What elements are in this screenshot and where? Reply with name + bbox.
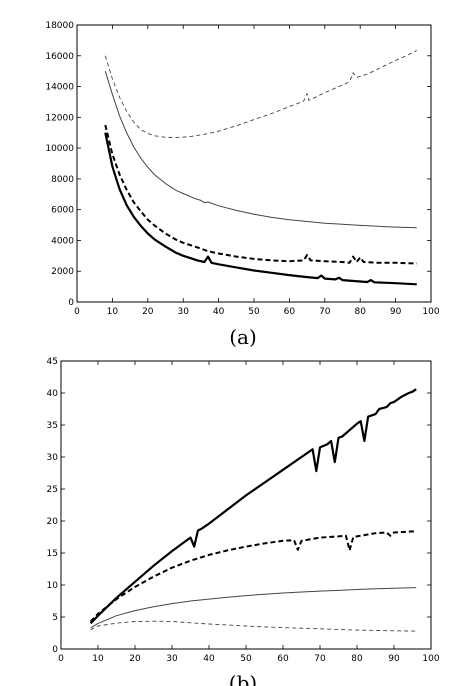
series-line-thin-dashed xyxy=(104,49,418,139)
y-tick-label: 0 xyxy=(68,298,74,308)
x-tick-label: 80 xyxy=(351,654,363,664)
y-tick-label: 20 xyxy=(47,517,59,527)
y-tick-label: 10000 xyxy=(45,144,74,154)
x-tick-label: 10 xyxy=(107,307,119,317)
x-tick-label: 90 xyxy=(390,307,402,317)
y-tick-label: 25 xyxy=(47,485,58,495)
series-line-thin-solid xyxy=(90,587,417,629)
series-line-thick-solid xyxy=(89,388,417,625)
x-tick-label: 100 xyxy=(422,654,439,664)
y-tick-label: 16000 xyxy=(45,52,74,62)
chart-a: 0 10 20 30 40 50 60 70 80 90 100 0 2000 4000 6000 8000 1… xyxy=(45,21,439,317)
y-tick-label: 30 xyxy=(47,453,59,463)
x-tick-label: 10 xyxy=(92,654,104,664)
series-line-thick-dashed xyxy=(89,530,417,623)
y-tick-label: 2000 xyxy=(51,267,74,277)
x-tick-label: 20 xyxy=(129,654,141,664)
y-tick-label: 0 xyxy=(52,645,58,655)
caption-b: (b) xyxy=(229,671,257,686)
x-tick-label: 70 xyxy=(319,307,331,317)
x-tick-label: 50 xyxy=(248,307,260,317)
y-tick-label: 6000 xyxy=(51,206,74,216)
y-tick-label: 40 xyxy=(47,389,59,399)
x-tick-label: 60 xyxy=(277,654,289,664)
y-tick-label: 18000 xyxy=(45,21,74,31)
x-tick-label: 20 xyxy=(142,307,154,317)
plot-frame xyxy=(76,24,432,303)
x-tick-label: 40 xyxy=(203,654,215,664)
x-tick-label: 30 xyxy=(177,307,189,317)
series-line-thick-solid xyxy=(104,132,417,286)
y-tick-label: 12000 xyxy=(45,113,74,123)
y-tick-label: 35 xyxy=(47,421,58,431)
y-tick-label: 4000 xyxy=(51,236,74,246)
plot-frame xyxy=(60,360,432,650)
x-tick-label: 50 xyxy=(240,654,252,664)
y-tick-label: 45 xyxy=(47,357,58,367)
x-tick-label: 90 xyxy=(388,654,400,664)
x-tick-label: 60 xyxy=(284,307,296,317)
series-line-thin-solid xyxy=(104,71,417,229)
x-tick-label: 80 xyxy=(354,307,366,317)
series-line-thin-dashed xyxy=(90,620,417,632)
x-tick-label: 0 xyxy=(58,654,64,664)
x-tick-label: 0 xyxy=(74,307,80,317)
chart-b: 0 10 20 30 40 50 60 70 80 90 100 0 5 10 15 20 25 30 35 40 45 xyxy=(47,357,440,664)
x-tick-label: 70 xyxy=(314,654,326,664)
series-line-thick-dashed xyxy=(104,124,417,265)
y-tick-label: 10 xyxy=(47,581,59,591)
x-tick-label: 30 xyxy=(166,654,178,664)
y-tick-label: 15 xyxy=(47,549,58,559)
x-tick-label: 40 xyxy=(213,307,225,317)
caption-a: (a) xyxy=(229,325,257,349)
y-tick-label: 14000 xyxy=(45,83,74,93)
y-tick-label: 8000 xyxy=(51,175,74,185)
y-tick-label: 5 xyxy=(52,613,58,623)
x-tick-label: 100 xyxy=(422,307,439,317)
